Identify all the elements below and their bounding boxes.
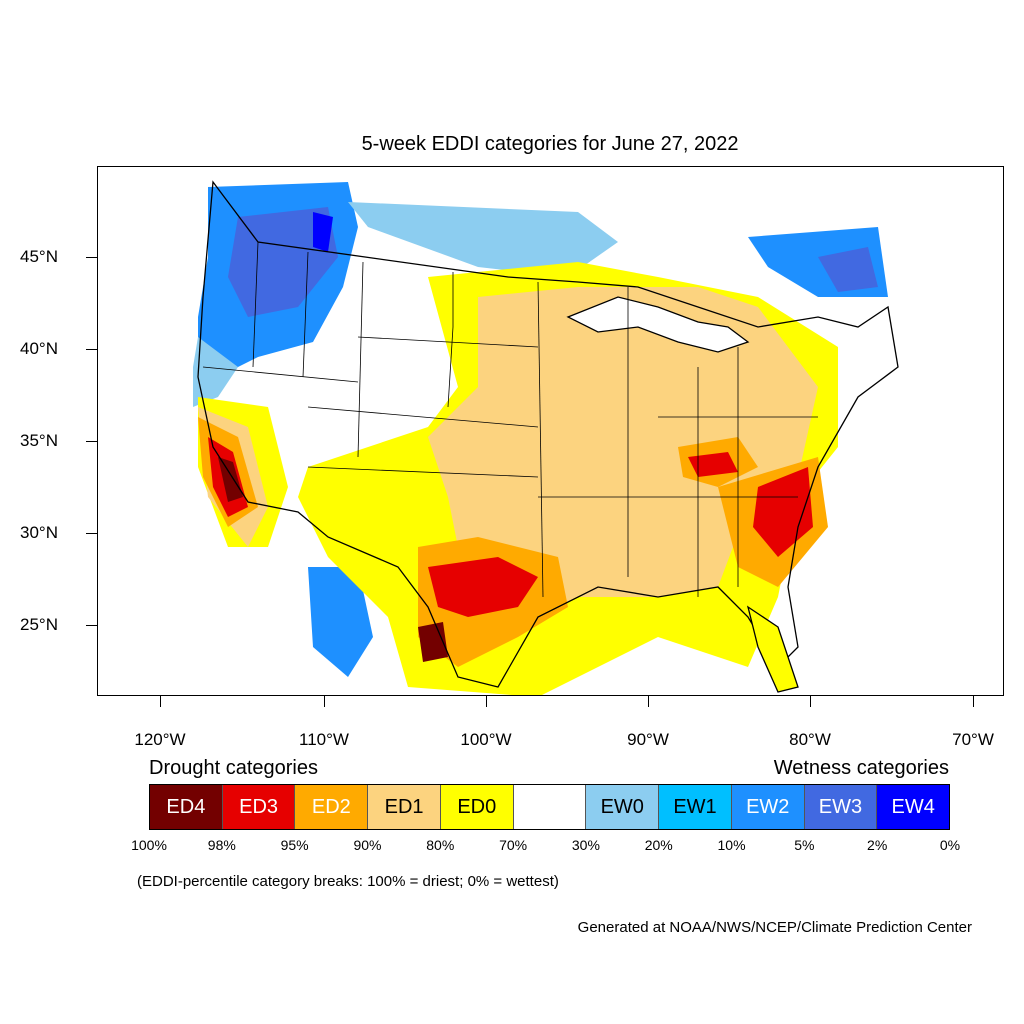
y-axis-label-40n: 40°N [20,339,58,358]
legend-cell-ed1: ED1 [368,785,441,829]
california-dry-ed4 [218,457,243,502]
percentile-label: 90% [353,837,382,853]
legend-cell-ew3: EW3 [804,785,878,829]
x-tick [486,696,487,707]
y-tick [86,625,97,626]
legend-cell-normal [513,785,587,829]
drought-categories-title: Drought categories [149,757,318,779]
texas-dry-ed4 [418,622,448,662]
northeast-wet-core [818,247,878,292]
kentucky-dry-ed3 [688,452,738,477]
northwest-wet-core [228,207,338,317]
percentile-label: 95% [280,837,309,853]
legend-cell-ed0: ED0 [440,785,514,829]
y-axis-label-35n: 35°N [20,431,58,450]
percentile-label: 0% [939,837,961,853]
pacific-coast-wet [193,337,238,407]
texas-dry-ed3 [428,557,538,617]
category-breaks-note: (EDDI-percentile category breaks: 100% =… [137,873,559,890]
legend-cell-ed3: ED3 [222,785,296,829]
x-axis-label-120w: 120°W [134,730,186,749]
percentile-label: 10% [717,837,746,853]
y-tick [86,257,97,258]
percentile-label: 2% [867,837,888,853]
y-axis-label-45n: 45°N [20,247,58,266]
mexico-wet-region [308,567,373,677]
x-tick [973,696,974,707]
x-axis-label-80w: 80°W [789,730,831,749]
x-axis-label-70w: 70°W [952,730,994,749]
northern-border-wet [348,202,618,277]
x-axis-label-110w: 110°W [299,730,349,749]
great-lakes [566,296,750,353]
percentile-label: 100% [131,837,167,853]
carolinas-dry-ed3 [753,467,813,557]
legend-color-bar: ED4 ED3 ED2 ED1 ED0 EW0 EW1 EW2 EW3 EW4 [149,784,950,830]
x-tick [648,696,649,707]
northwest-wet-center [313,212,333,252]
percentile-label: 30% [571,837,600,853]
y-tick [86,349,97,350]
y-axis-label-25n: 25°N [20,615,58,634]
florida [746,605,799,693]
x-tick [324,696,325,707]
eddi-map [193,180,899,695]
state-lines [202,241,818,598]
x-tick [810,696,811,707]
x-axis-label-90w: 90°W [627,730,669,749]
percentile-label: 20% [644,837,673,853]
x-axis-label-100w: 100°W [460,730,512,749]
y-tick [86,441,97,442]
credit-line: Generated at NOAA/NWS/NCEP/Climate Predi… [577,919,972,936]
map-panel [97,166,1004,696]
percentile-label: 5% [794,837,815,853]
percentile-label: 80% [426,837,455,853]
x-tick [160,696,161,707]
y-axis-label-30n: 30°N [20,523,58,542]
legend-cell-ew1: EW1 [659,785,732,829]
map-title: 5-week EDDI categories for June 27, 2022 [361,133,739,155]
legend-cell-ew4: EW4 [877,785,950,829]
percentile-label: 70% [499,837,528,853]
legend-cell-ew0: EW0 [586,785,660,829]
wetness-categories-title: Wetness categories [773,757,949,779]
y-tick [86,533,97,534]
legend-cell-ew2: EW2 [731,785,805,829]
percentile-label: 98% [207,837,236,853]
legend-cell-ed2: ED2 [295,785,369,829]
legend-cell-ed4: ED4 [150,785,223,829]
